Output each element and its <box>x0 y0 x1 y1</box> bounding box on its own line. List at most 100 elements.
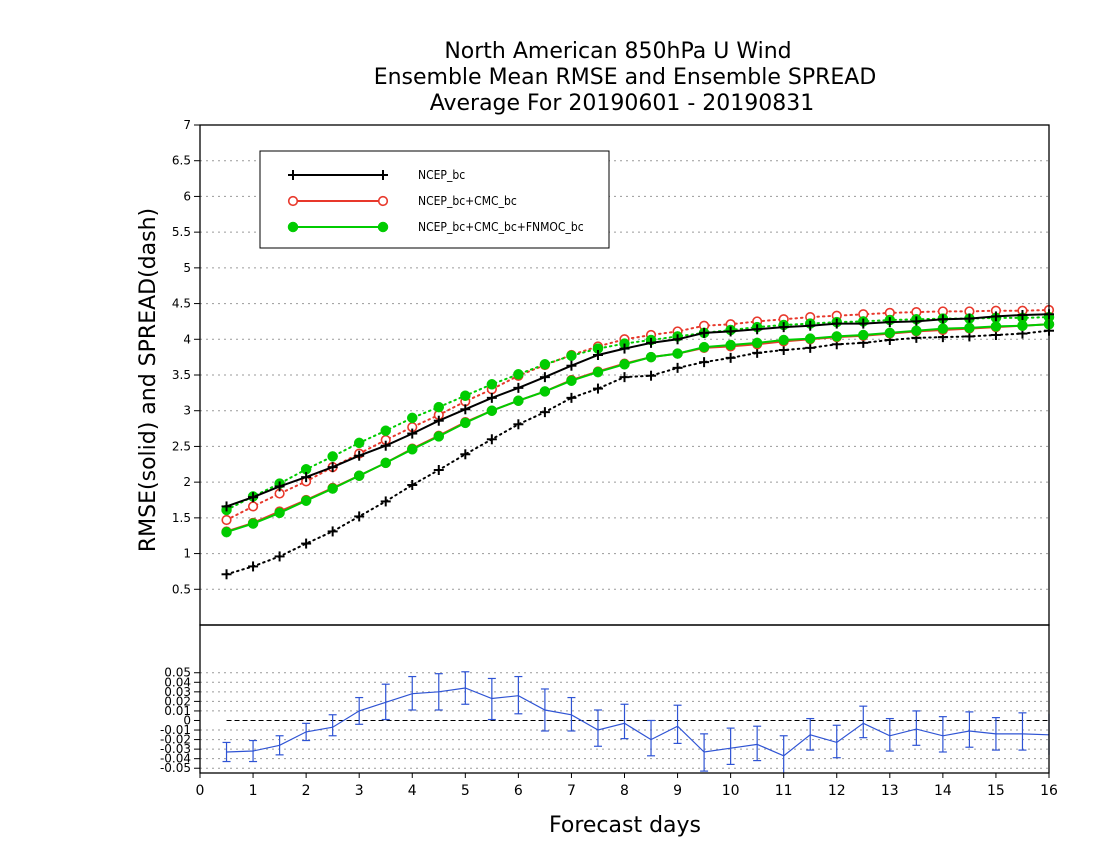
data-point <box>566 360 577 371</box>
data-point <box>619 359 630 370</box>
error-bar <box>779 735 788 773</box>
data-point <box>566 375 577 386</box>
x-tick-label: 7 <box>567 783 576 799</box>
data-point <box>646 337 657 348</box>
data-point <box>698 341 710 353</box>
error-bar <box>1018 712 1027 751</box>
data-point <box>592 350 603 360</box>
title-line-1: North American 850hPa U Wind <box>444 39 791 64</box>
error-bar <box>328 714 337 737</box>
data-point <box>539 407 550 418</box>
x-tick-label: 1 <box>249 783 258 799</box>
title-line-2: Ensemble Mean RMSE and Ensemble SPREAD <box>374 65 877 90</box>
data-point <box>354 450 365 461</box>
y-axis-label: RMSE(solid) and SPREAD(dash) <box>136 208 161 552</box>
data-point <box>274 551 285 562</box>
data-point <box>327 462 338 473</box>
bottom-y-tick-label: 0.01 <box>164 704 191 718</box>
data-point <box>911 325 922 336</box>
data-point <box>646 370 657 381</box>
data-point <box>353 470 365 481</box>
error-bar <box>885 717 894 752</box>
data-point <box>619 343 630 354</box>
x-tick-label: 11 <box>775 783 793 799</box>
data-point <box>964 322 975 334</box>
legend-marker <box>287 195 299 207</box>
data-point <box>221 569 232 580</box>
legend-marker <box>377 221 389 233</box>
data-point <box>672 348 683 359</box>
error-bar <box>832 724 841 759</box>
data-point <box>831 318 842 329</box>
data-point <box>407 428 418 439</box>
data-point <box>592 366 604 378</box>
error-bar <box>859 705 868 739</box>
data-point <box>566 350 577 361</box>
bottom-y-tick-label: -0.02 <box>160 733 191 747</box>
data-point <box>460 417 471 429</box>
data-point <box>884 327 896 339</box>
top-y-tick-label: 4.5 <box>172 297 191 311</box>
data-point <box>380 457 391 469</box>
chart-title: North American 850hPa U Wind Ensemble Me… <box>374 39 877 116</box>
data-point <box>566 392 577 403</box>
data-point <box>221 526 232 538</box>
data-point <box>221 514 232 526</box>
data-point <box>1017 320 1028 331</box>
data-point <box>699 357 710 368</box>
data-point <box>513 382 524 393</box>
data-point <box>221 501 232 512</box>
bottom-y-tick-label: -0.04 <box>160 752 191 766</box>
rmse-spread-panel: 0.5 1 1.5 2 2.5 3 3.5 4 4.5 5 5.5 6 6.5 7 RMSE(solid)… <box>136 118 1055 626</box>
data-point <box>699 327 710 338</box>
top-y-tick-label: 6 <box>183 189 191 203</box>
data-point <box>911 316 922 327</box>
data-point <box>354 511 365 522</box>
data-point <box>990 321 1002 332</box>
data-point <box>433 401 445 413</box>
legend-label: NCEP_bc+CMC_bc+FNMOC_bc <box>418 220 584 234</box>
data-point <box>300 495 312 506</box>
data-point <box>751 337 763 349</box>
legend-marker <box>288 170 298 180</box>
data-point <box>274 481 285 492</box>
error-bar <box>593 709 602 747</box>
error-bar <box>938 716 947 753</box>
difference-series-group <box>222 671 1050 773</box>
top-y-tick-label: 2 <box>183 475 191 489</box>
top-y-tick-label: 1 <box>183 547 191 561</box>
x-tick-label: 5 <box>461 783 470 799</box>
data-point <box>752 347 763 358</box>
legend-label: NCEP_bc+CMC_bc <box>418 194 517 208</box>
data-point <box>804 333 816 344</box>
data-point <box>353 437 365 449</box>
data-point <box>831 331 842 342</box>
data-point <box>539 359 551 370</box>
x-tick-label: 0 <box>196 783 205 799</box>
data-point <box>301 538 312 549</box>
data-point <box>592 383 603 394</box>
x-tick-label: 16 <box>1040 783 1058 799</box>
error-bar <box>673 704 682 745</box>
data-point <box>937 314 948 325</box>
title-line-3: Average For 20190601 - 20190831 <box>430 91 815 116</box>
difference-line <box>226 687 1050 757</box>
x-tick-label: 15 <box>987 783 1005 799</box>
legend-entries: NCEP_bc NCEP_bc+CMC_bc NCEP_bc+CMC_bc+FNMO… <box>287 168 584 234</box>
data-point <box>778 322 789 333</box>
series-line <box>226 323 1050 534</box>
data-point <box>460 404 471 415</box>
top-y-tick-label: 0.5 <box>172 582 191 596</box>
top-y-tick-label: 3 <box>183 404 191 418</box>
bottom-y-tick-label: -0.05 <box>160 761 191 775</box>
bottom-y-tick-label: 0.02 <box>164 694 191 708</box>
data-point <box>486 392 497 403</box>
data-point <box>460 390 471 401</box>
data-point <box>858 329 869 341</box>
data-point <box>433 431 445 442</box>
data-point <box>248 492 259 503</box>
difference-panel: -0.05-0.04-0.03-0.02-0.0100.010.020.030.… <box>160 624 1058 838</box>
bottom-y-tick-label: -0.01 <box>160 723 191 737</box>
data-point <box>380 425 391 436</box>
